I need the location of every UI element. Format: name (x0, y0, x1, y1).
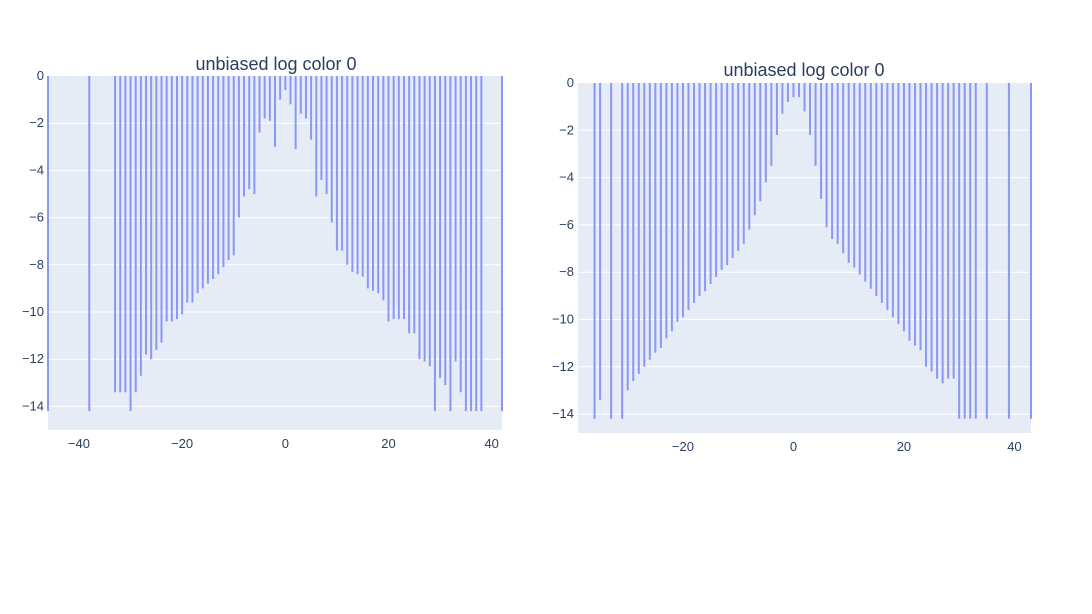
left-x-tick-label: 20 (381, 436, 395, 451)
right-y-tick-label: −6 (559, 217, 574, 232)
left-x-tick-label: 0 (282, 436, 289, 451)
chart-left: 0 −2 −4 −6 −8 −10 −12 −14 −40 −20 0 20 40 unbiased lo… (0, 0, 546, 470)
left-x-tick-label: 40 (484, 436, 498, 451)
left-y-tick-label: −4 (29, 162, 44, 177)
right-plot-area (578, 83, 1031, 433)
right-y-tick-label: −4 (559, 170, 574, 185)
left-chart-title: unbiased log color 0 (195, 54, 356, 74)
right-x-tick-label: 40 (1007, 439, 1021, 454)
right-y-tick-label: −12 (552, 359, 574, 374)
right-y-tick-label: −10 (552, 311, 574, 326)
right-chart-title: unbiased log color 0 (723, 60, 884, 80)
left-y-tick-label: −14 (22, 398, 44, 413)
left-y-tick-label: −6 (29, 210, 44, 225)
right-x-tick-label: −20 (672, 439, 694, 454)
left-y-tick-label: −8 (29, 257, 44, 272)
chart-right-svg: 0 −2 −4 −6 −8 −10 −12 −14 −20 0 20 40 unbiased log c… (552, 60, 1032, 454)
right-x-tick-label: 0 (790, 439, 797, 454)
left-x-tick-label: −20 (171, 436, 193, 451)
right-y-tick-label: 0 (567, 75, 574, 90)
right-y-tick-label: −2 (559, 122, 574, 137)
left-y-tick-label: 0 (37, 68, 44, 83)
chart-left-svg: 0 −2 −4 −6 −8 −10 −12 −14 −40 −20 0 20 40 unbiased lo… (22, 54, 503, 451)
chart-right: 0 −2 −4 −6 −8 −10 −12 −14 −20 0 20 40 unbiased log c… (546, 0, 1092, 470)
left-y-tick-label: −10 (22, 304, 44, 319)
left-x-tick-label: −40 (68, 436, 90, 451)
right-y-tick-label: −8 (559, 264, 574, 279)
left-y-tick-label: −12 (22, 351, 44, 366)
left-y-tick-label: −2 (29, 115, 44, 130)
right-x-tick-label: 20 (897, 439, 911, 454)
right-y-tick-label: −14 (552, 406, 574, 421)
